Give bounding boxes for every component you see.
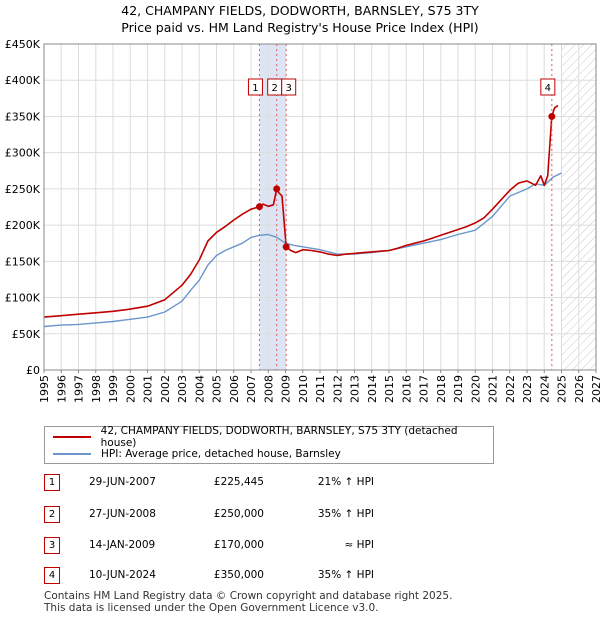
- sale-point: [273, 185, 281, 193]
- x-tick-label: 2023: [521, 375, 534, 403]
- sale-number-badge: 1: [44, 474, 60, 491]
- sale-price: £350,000: [213, 569, 264, 581]
- chart-legend: 42, CHAMPANY FIELDS, DODWORTH, BARNSLEY,…: [44, 425, 494, 464]
- sale-date: 29-JUN-2007: [89, 476, 156, 488]
- legend-swatch-hpi: [53, 453, 91, 455]
- x-tick-label: 1998: [90, 375, 103, 403]
- sale-point: [548, 112, 556, 120]
- sale-price: £250,000: [213, 508, 264, 520]
- sale-number-badge: 4: [44, 567, 60, 584]
- sale-row-4: 4 10-JUN-2024 £350,000 35% ↑ HPI: [44, 567, 424, 585]
- sale-row-1: 1 29-JUN-2007 £225,445 21% ↑ HPI: [44, 474, 424, 492]
- sale-date: 10-JUN-2024: [89, 569, 156, 581]
- x-tick-label: 2027: [590, 375, 600, 403]
- y-tick-label: £250K: [5, 183, 41, 196]
- x-tick-label: 2021: [487, 375, 500, 403]
- x-tick-label: 2000: [124, 375, 137, 403]
- x-tick-label: 2025: [556, 375, 569, 403]
- chart-title-address: 42, CHAMPANY FIELDS, DODWORTH, BARNSLEY,…: [121, 3, 479, 18]
- x-tick-label: 2014: [366, 375, 379, 403]
- legend-item-property: 42, CHAMPANY FIELDS, DODWORTH, BARNSLEY,…: [53, 425, 493, 449]
- sale-point: [282, 243, 290, 251]
- footer-copyright: Contains HM Land Registry data © Crown c…: [44, 590, 453, 602]
- legend-swatch-property: [53, 436, 91, 438]
- y-tick-label: £400K: [5, 74, 41, 87]
- sale-date: 27-JUN-2008: [89, 508, 156, 520]
- x-tick-label: 2011: [314, 375, 327, 403]
- y-tick-label: £350K: [5, 110, 41, 123]
- y-tick-label: £100K: [5, 292, 41, 305]
- x-tick-label: 2009: [280, 375, 293, 403]
- x-tick-label: 2013: [349, 375, 362, 403]
- legend-item-hpi: HPI: Average price, detached house, Barn…: [53, 446, 341, 462]
- x-tick-label: 2006: [228, 375, 241, 403]
- x-tick-label: 1999: [107, 375, 120, 403]
- sale-row-3: 3 14-JAN-2009 £170,000 ≈ HPI: [44, 537, 424, 555]
- y-tick-label: £0: [26, 364, 40, 377]
- x-tick-label: 2019: [452, 375, 465, 403]
- legend-label-hpi: HPI: Average price, detached house, Barn…: [101, 448, 341, 460]
- x-tick-label: 2007: [245, 375, 258, 403]
- x-tick-label: 2003: [176, 375, 189, 403]
- sale-label-text: 4: [545, 83, 551, 94]
- x-tick-label: 2018: [435, 375, 448, 403]
- hpi-line: [43, 172, 562, 328]
- sale-hpi-comparison: 35% ↑ HPI: [317, 508, 374, 520]
- y-tick-label: £200K: [5, 219, 41, 232]
- x-tick-label: 2020: [469, 375, 482, 403]
- y-tick-label: £150K: [5, 255, 41, 268]
- x-tick-label: 2012: [331, 375, 344, 403]
- x-tick-label: 2026: [573, 375, 586, 403]
- sale-label-box: [281, 78, 297, 96]
- y-tick-label: £300K: [5, 147, 41, 160]
- x-tick-label: 2002: [159, 375, 172, 403]
- sale-hpi-comparison: ≈ HPI: [344, 539, 374, 551]
- x-tick-label: 2010: [297, 375, 310, 403]
- x-tick-label: 2022: [504, 375, 517, 403]
- sale-date: 14-JAN-2009: [89, 539, 156, 551]
- property-price-line: [43, 104, 559, 318]
- sale-label-text: 1: [252, 83, 258, 94]
- sale-hpi-comparison: 35% ↑ HPI: [317, 569, 374, 581]
- sale-number-badge: 3: [44, 537, 60, 554]
- sale-price: £225,445: [213, 476, 264, 488]
- y-tick-label: £450K: [5, 38, 41, 51]
- sale-point: [255, 203, 263, 211]
- x-tick-label: 2024: [538, 375, 551, 403]
- legend-label-property: 42, CHAMPANY FIELDS, DODWORTH, BARNSLEY,…: [100, 425, 458, 449]
- x-tick-label: 1996: [55, 375, 68, 403]
- x-tick-label: 2017: [418, 375, 431, 403]
- x-tick-label: 2005: [211, 375, 224, 403]
- sale-label-box: [247, 78, 263, 96]
- x-tick-label: 2004: [193, 375, 206, 403]
- sale-label-text: 3: [286, 83, 292, 94]
- shaded-period: [259, 44, 287, 370]
- x-tick-label: 1995: [38, 375, 51, 403]
- y-tick-label: £50K: [12, 328, 41, 341]
- x-tick-label: 1997: [73, 375, 86, 403]
- sale-label-box: [540, 78, 556, 96]
- x-tick-label: 2016: [400, 375, 413, 403]
- sale-hpi-comparison: 21% ↑ HPI: [317, 476, 374, 488]
- x-tick-label: 2015: [383, 375, 396, 403]
- sale-row-2: 2 27-JUN-2008 £250,000 35% ↑ HPI: [44, 506, 424, 524]
- footer-licence: This data is licensed under the Open Gov…: [44, 602, 379, 614]
- x-tick-label: 2001: [142, 375, 155, 403]
- sale-price: £170,000: [213, 539, 264, 551]
- x-tick-label: 2008: [262, 375, 275, 403]
- chart-subtitle: Price paid vs. HM Land Registry's House …: [121, 20, 479, 35]
- sale-number-badge: 2: [44, 506, 60, 523]
- sale-label-text: 2: [272, 83, 278, 94]
